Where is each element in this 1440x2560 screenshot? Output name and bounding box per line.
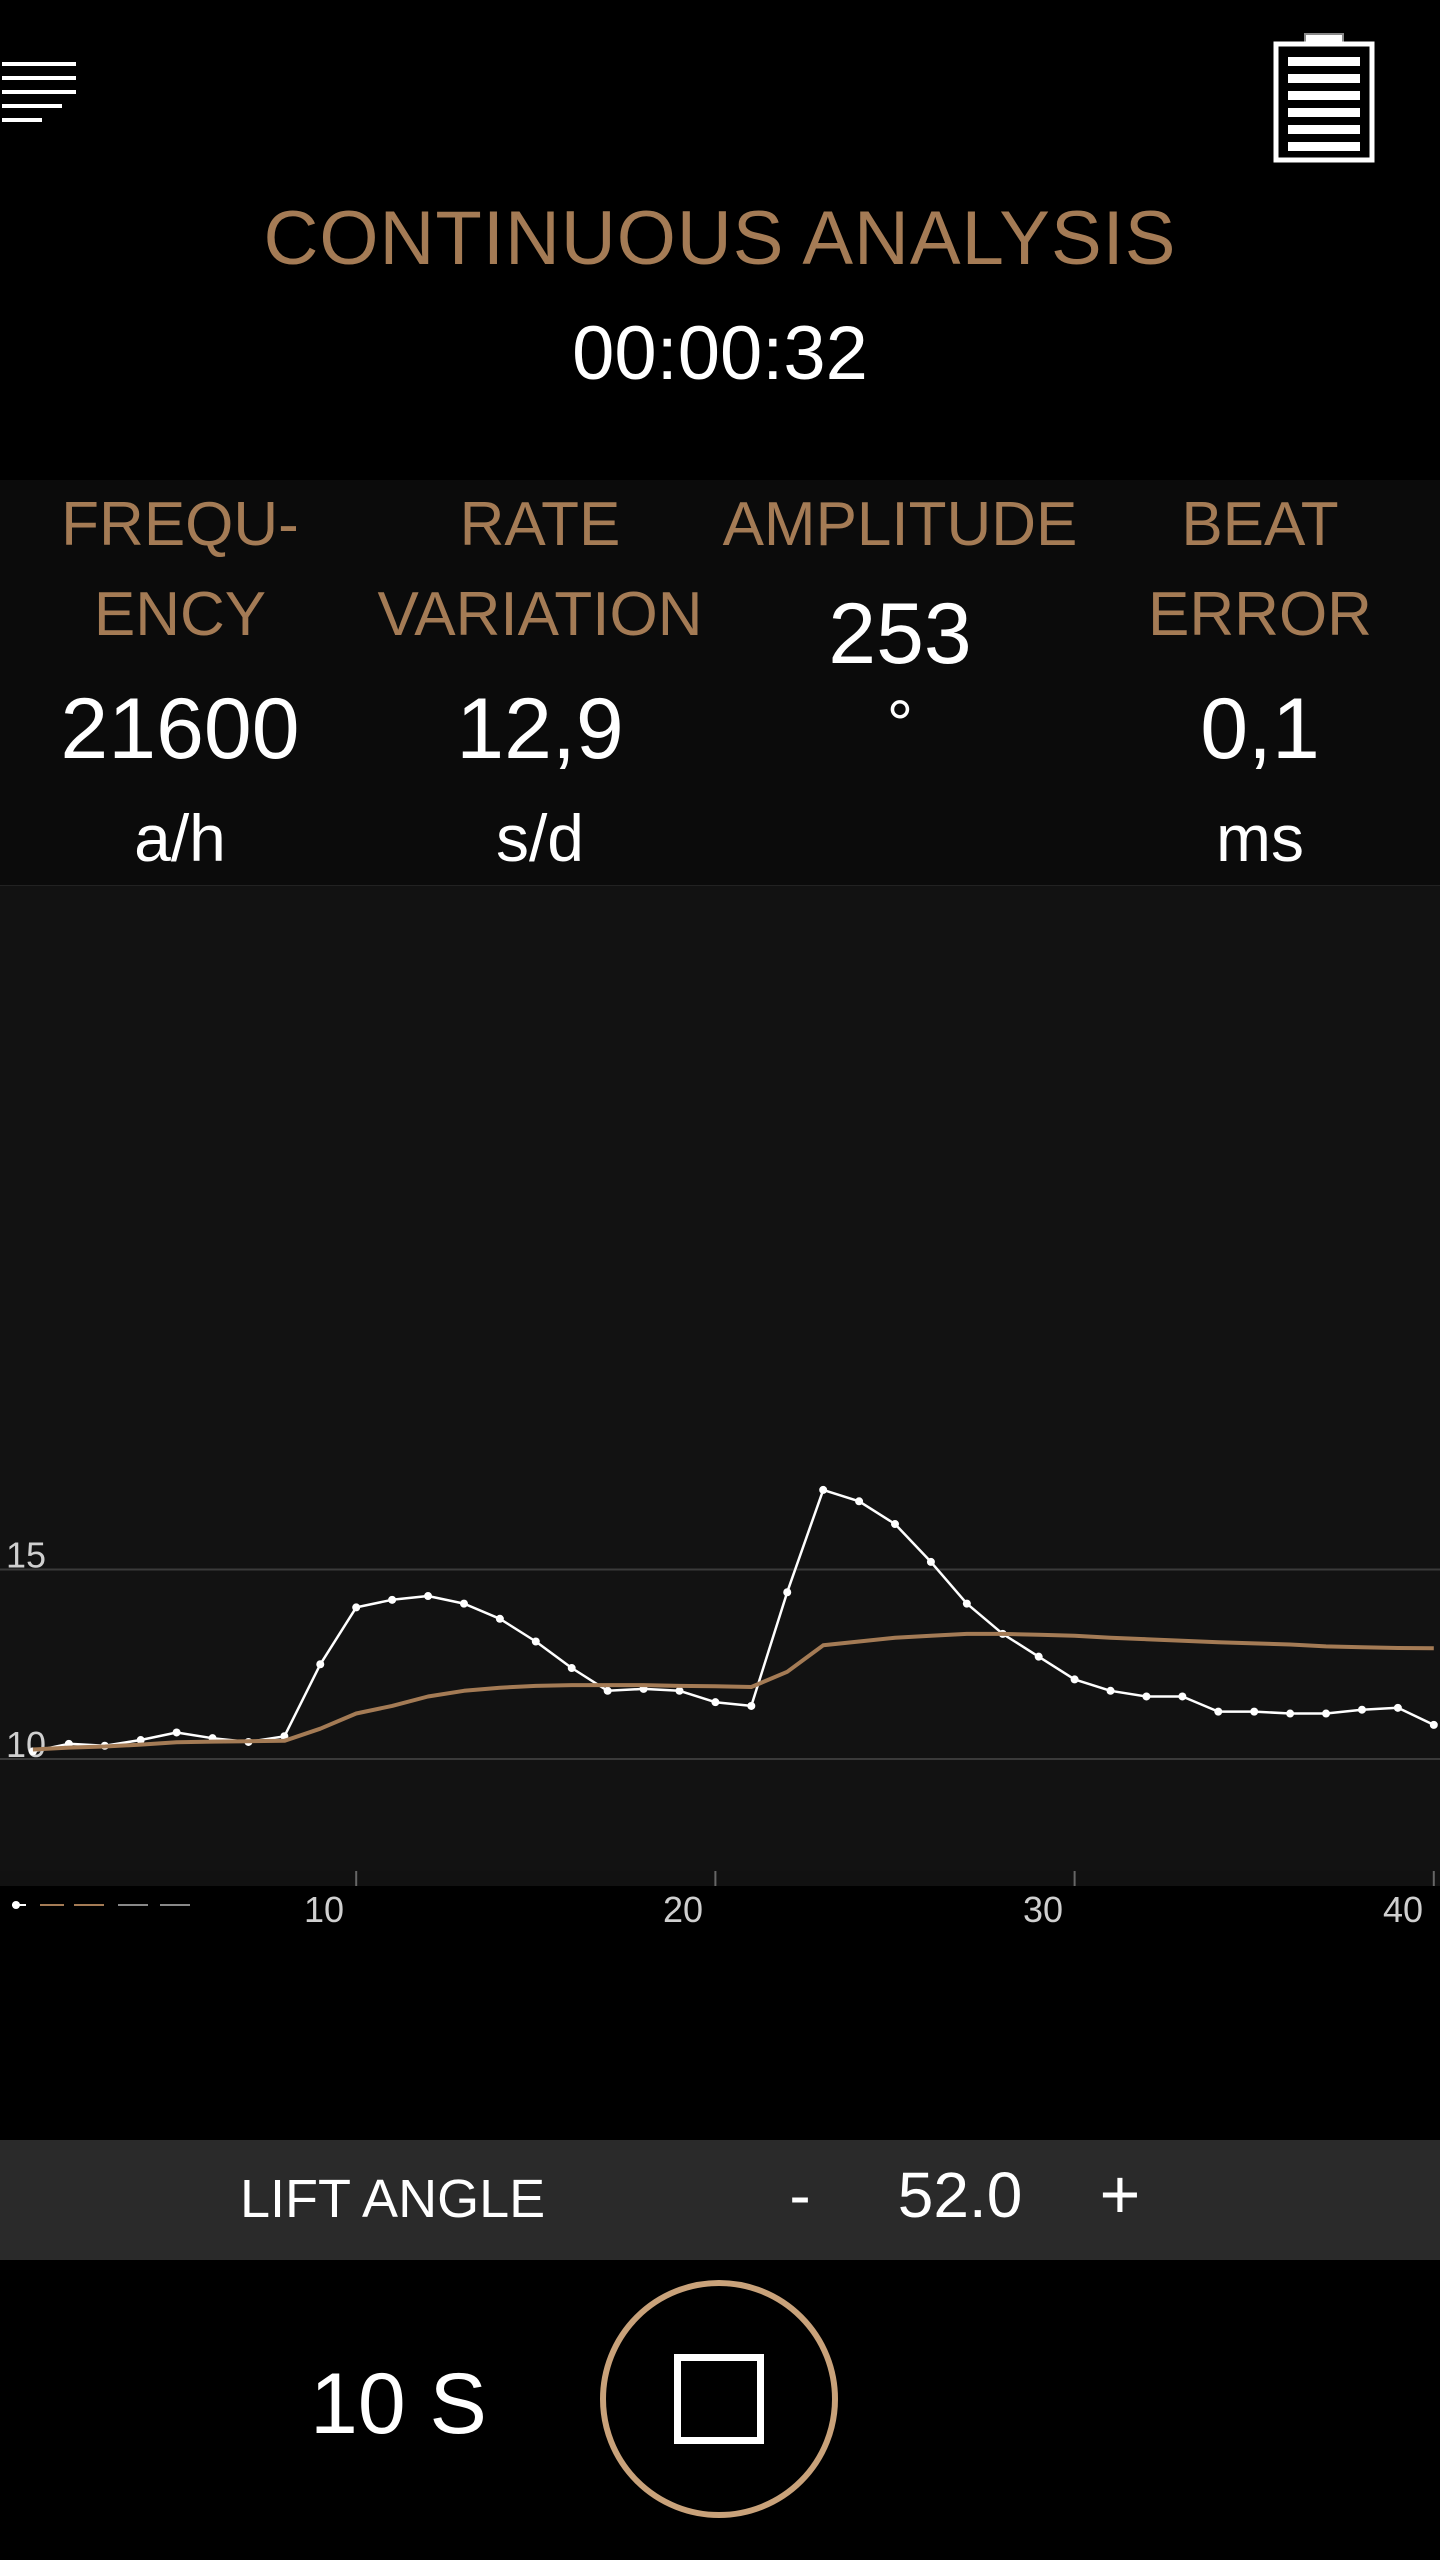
stop-button[interactable] — [600, 2280, 838, 2518]
lift-angle-decrease-button[interactable]: - — [789, 2159, 811, 2231]
metric-label: AMPLITUDE — [722, 490, 1078, 559]
x-axis: 10 20 30 40 — [0, 1880, 1440, 1950]
x-tick-label: 20 — [663, 1889, 703, 1930]
raw-data-point — [783, 1588, 792, 1597]
raw-data-point — [1429, 1720, 1438, 1729]
raw-data-point — [495, 1614, 504, 1623]
raw-data-point — [531, 1637, 540, 1646]
metric-frequency: FREQU- ENCY 21600 a/h — [0, 480, 360, 875]
raw-data-point — [172, 1728, 181, 1737]
raw-data-point — [352, 1603, 361, 1612]
raw-data-point — [316, 1660, 325, 1669]
metric-unit: s/d — [495, 801, 585, 875]
metric-unit: ° — [886, 686, 914, 760]
lift-angle-bar: LIFT ANGLE - 52.0 + — [0, 2140, 1440, 2260]
raw-data-point — [603, 1686, 612, 1695]
metric-label: BEAT ERROR — [1148, 490, 1372, 649]
raw-data-point — [1357, 1705, 1366, 1714]
raw-data-point — [962, 1599, 971, 1608]
x-tick-label: 30 — [1023, 1889, 1063, 1930]
stop-square-icon — [674, 2354, 764, 2444]
raw-data-point — [1106, 1686, 1115, 1695]
plot-background — [0, 886, 1440, 1871]
raw-data-point — [747, 1701, 756, 1710]
metric-label: RATE VARIATION — [377, 490, 703, 649]
raw-data-point — [1214, 1707, 1223, 1716]
metric-value: 12,9 — [456, 681, 624, 777]
metric-label: FREQU- ENCY — [61, 490, 299, 649]
hamburger-menu-icon[interactable] — [0, 62, 80, 132]
raw-data-point — [459, 1599, 468, 1608]
raw-data-point — [136, 1736, 145, 1745]
lift-angle-label: LIFT ANGLE — [240, 2169, 546, 2229]
raw-data-point — [819, 1485, 828, 1494]
x-axis-svg: 10 20 30 40 — [12, 1889, 1423, 1930]
metric-value: 253 — [828, 586, 972, 682]
raw-data-point — [1250, 1707, 1259, 1716]
raw-data-point — [926, 1557, 935, 1566]
metric-value: 21600 — [60, 681, 300, 777]
y-tick-label: 15 — [6, 1535, 46, 1576]
raw-data-point — [1322, 1709, 1331, 1718]
raw-data-point — [675, 1686, 684, 1695]
raw-data-point — [891, 1520, 899, 1529]
metric-amplitude: AMPLITUDE 253 ° — [720, 480, 1080, 760]
elapsed-timer: 00:00:32 — [572, 311, 868, 396]
rate-chart: 15 10 — [0, 885, 1440, 1886]
measurement-duration[interactable]: 10 S — [310, 2356, 487, 2452]
raw-data-point — [1070, 1675, 1079, 1684]
metric-beat-error: BEAT ERROR 0,1 ms — [1080, 480, 1440, 875]
legend-raw-point — [12, 1901, 20, 1909]
lift-angle-increase-button[interactable]: + — [1099, 2155, 1141, 2233]
metric-rate-variation: RATE VARIATION 12,9 s/d — [360, 480, 720, 875]
page-title: CONTINUOUS ANALYSIS — [263, 196, 1177, 281]
x-tick-label: 10 — [304, 1889, 344, 1930]
metric-unit: a/h — [134, 801, 226, 875]
average-series-line — [32, 1631, 1434, 1752]
raw-data-point — [1142, 1692, 1151, 1701]
metrics-panel: FREQU- ENCY 21600 a/h RATE VARIATION 12,… — [0, 480, 1440, 885]
raw-data-point — [388, 1595, 397, 1604]
raw-data-point — [567, 1664, 576, 1673]
battery-icon[interactable] — [1270, 30, 1380, 165]
raw-data-point — [711, 1698, 720, 1707]
raw-data-point — [855, 1497, 864, 1506]
metric-unit: ms — [1216, 801, 1304, 875]
x-tick-label: 40 — [1383, 1889, 1423, 1930]
raw-data-point — [1034, 1652, 1043, 1661]
raw-data-point — [1178, 1692, 1187, 1701]
raw-data-point — [424, 1592, 433, 1601]
metric-value: 0,1 — [1200, 681, 1320, 777]
y-tick-label: 10 — [6, 1724, 46, 1765]
lift-angle-value: 52.0 — [897, 2159, 1023, 2231]
raw-data-point — [1393, 1703, 1402, 1712]
raw-data-point — [1286, 1709, 1295, 1718]
